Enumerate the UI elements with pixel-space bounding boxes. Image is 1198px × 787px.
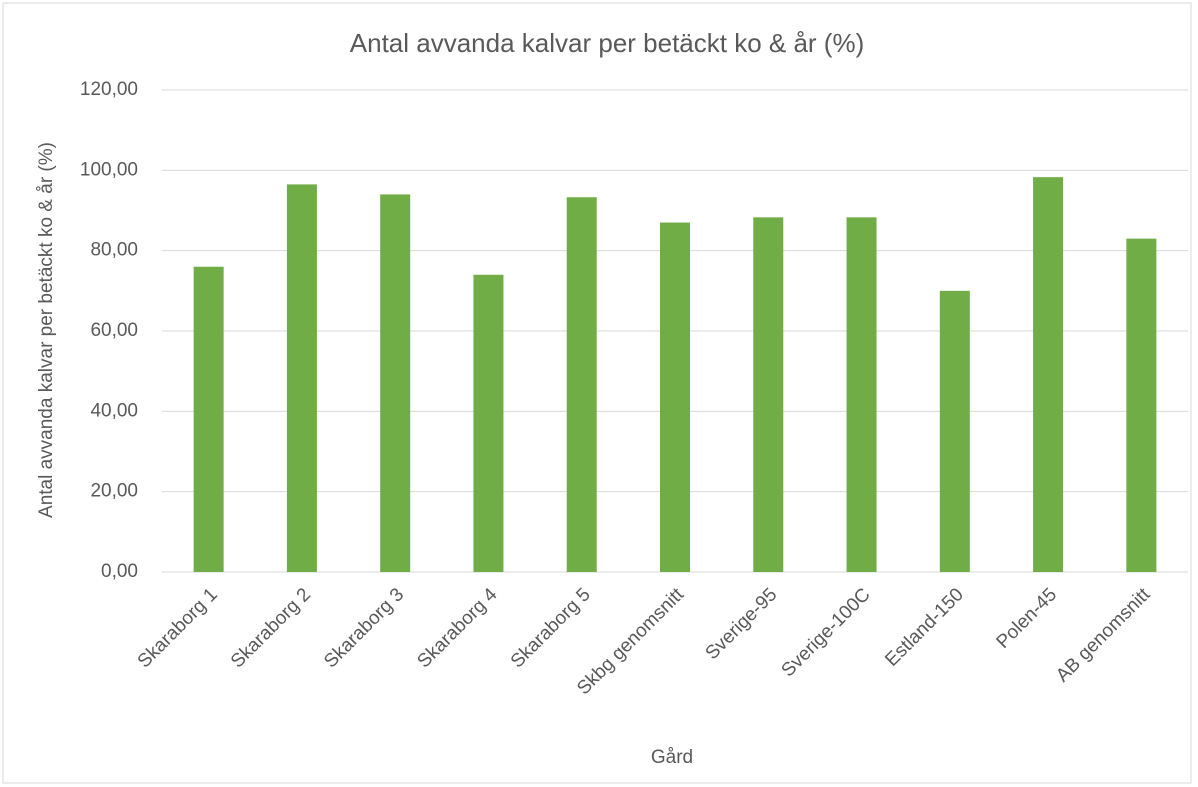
bar bbox=[380, 194, 411, 572]
y-tick-label: 100,00 bbox=[80, 159, 138, 180]
y-tick-label: 20,00 bbox=[90, 481, 138, 502]
bar bbox=[286, 184, 317, 572]
bar bbox=[753, 217, 784, 572]
y-tick-label: 120,00 bbox=[80, 79, 138, 100]
y-tick-label: 0,00 bbox=[101, 561, 138, 582]
bar bbox=[473, 274, 504, 572]
bar bbox=[566, 197, 597, 572]
bar bbox=[660, 222, 690, 573]
y-axis-title: Antal avvanda kalvar per betäckt ko & år… bbox=[36, 142, 57, 518]
bar bbox=[1033, 177, 1064, 572]
bar bbox=[939, 290, 970, 572]
y-tick-label: 60,00 bbox=[90, 320, 138, 341]
bar bbox=[193, 266, 224, 572]
bar bbox=[1126, 238, 1157, 572]
chart-title: Antal avvanda kalvar per betäckt ko & år… bbox=[350, 28, 864, 58]
x-axis-title: Gård bbox=[651, 747, 693, 768]
y-tick-label: 40,00 bbox=[90, 400, 138, 421]
bar bbox=[846, 217, 877, 572]
y-tick-label: 80,00 bbox=[90, 240, 138, 261]
